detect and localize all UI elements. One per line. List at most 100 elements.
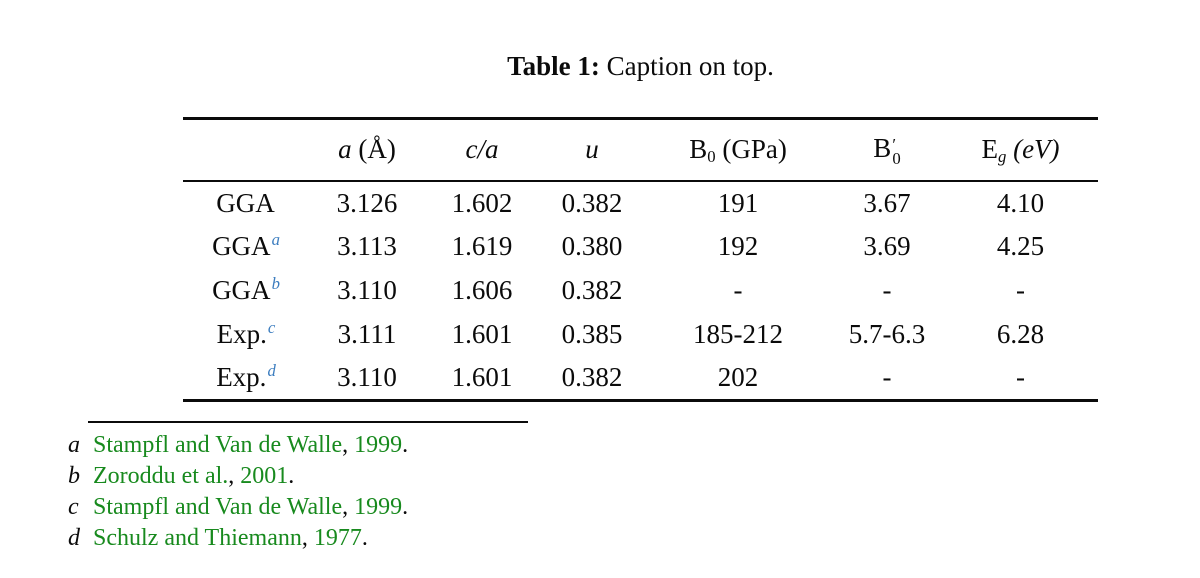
col-header-eg-subscript: g [997, 146, 1007, 166]
table-row: GGAb 3.110 1.606 0.382 - - - [183, 269, 1098, 313]
col-header-b0-prime-subscript: 0 [892, 149, 901, 169]
table-cell: 0.380 [561, 231, 623, 261]
table-cell: 5.7-6.3 [848, 319, 926, 349]
row-label: GGAa [183, 225, 309, 269]
citation-year-link[interactable]: 1977 [313, 525, 362, 551]
citation-separator: , [342, 494, 355, 520]
citation-separator: , [342, 432, 355, 458]
table-cell: 1.602 [451, 187, 513, 218]
table-cell: 3.111 [337, 319, 397, 349]
table-cell: 3.69 [863, 231, 911, 261]
table-cell: 1.606 [451, 275, 513, 305]
citation-separator: , [301, 525, 314, 551]
footnote-marker: b [68, 463, 80, 489]
table-cell: 0.382 [561, 362, 623, 393]
col-header-b0-unit: (GPa) [715, 134, 787, 165]
row-label-text: GGA [212, 231, 271, 261]
col-header-b0: B0 (GPa) [645, 119, 831, 181]
table-cell: 4.25 [996, 231, 1045, 261]
table-cell: 0.382 [561, 275, 623, 305]
table-cell: 192 [717, 231, 759, 261]
col-header-c-over-a: c/a [425, 119, 539, 181]
footnote-item: a Stampfl and Van de Walle, 1999. [68, 430, 408, 461]
footnote-marker: c [68, 494, 79, 520]
citation-link[interactable]: Zoroddu et al. [93, 463, 229, 489]
col-header-a-unit: (Å) [351, 134, 396, 165]
footnote-marker: d [68, 525, 80, 551]
footnote-marker: a [68, 432, 80, 458]
header-row: a (Å) c/a u B0 (GPa) B ′ 0 Eg (eV) [183, 119, 1098, 181]
row-label-text: GGA [216, 187, 275, 218]
citation-link[interactable]: Schulz and Thiemann [93, 525, 302, 551]
footnote-item: b Zoroddu et al., 2001. [68, 461, 408, 492]
table-cell: - [1016, 362, 1025, 393]
table-cell: 191 [717, 187, 759, 218]
citation-period: . [402, 494, 409, 520]
citation-year-link[interactable]: 1999 [354, 432, 403, 458]
row-label-text: Exp. [216, 362, 267, 393]
col-header-eg: Eg (eV) [943, 119, 1098, 181]
citation-period: . [288, 463, 295, 489]
row-label: GGAb [183, 269, 309, 313]
col-header-a-symbol: a [338, 134, 352, 165]
row-label-text: GGA [212, 275, 271, 305]
table-cell: - [882, 275, 892, 305]
table-row: Exp.c 3.111 1.601 0.385 185-212 5.7-6.3 … [183, 313, 1098, 357]
col-header-b0-prime-symbol: B [873, 133, 892, 164]
col-header-u-symbol: u [585, 134, 599, 165]
col-header-blank [183, 119, 309, 181]
table-cell: 3.110 [337, 362, 397, 393]
table-cell: 3.110 [337, 275, 397, 305]
footnote-ref-link[interactable]: d [267, 361, 276, 381]
footnote-item: c Stampfl and Van de Walle, 1999. [68, 492, 408, 523]
table-row: GGA 3.126 1.602 0.382 191 3.67 4.10 [183, 181, 1098, 225]
table-caption: Table 1: Caption on top. [183, 50, 1098, 82]
table-cell: - [1016, 275, 1025, 305]
row-label: GGA [183, 181, 309, 225]
footnotes-block: a Stampfl and Van de Walle, 1999. b Zorodd… [68, 430, 408, 554]
table-cell: - [882, 362, 892, 393]
table-row: GGAa 3.113 1.619 0.380 192 3.69 4.25 [183, 225, 1098, 269]
table-cell: 3.67 [863, 187, 911, 218]
col-header-u: u [539, 119, 645, 181]
table-header: a (Å) c/a u B0 (GPa) B ′ 0 Eg (eV) [183, 118, 1098, 181]
footnote-rule [88, 421, 528, 423]
table-cell: 1.601 [451, 362, 513, 393]
footnote-ref-link[interactable]: a [271, 230, 280, 249]
table-cell: 185-212 [693, 319, 783, 349]
col-header-b0-prime-mark: ′ [892, 134, 896, 154]
table-cell: 0.382 [561, 187, 623, 218]
table-wrapper: a (Å) c/a u B0 (GPa) B ′ 0 Eg (eV) GGA 3.1… [183, 117, 1098, 402]
footnote-ref-link[interactable]: c [267, 318, 276, 337]
citation-period: . [402, 432, 409, 458]
col-header-a: a (Å) [309, 119, 425, 181]
table-cell: 1.601 [451, 319, 513, 349]
row-label: Exp.d [183, 357, 309, 401]
table-cell: 6.28 [996, 319, 1045, 349]
col-header-eg-symbol: E [981, 134, 998, 165]
table-row: Exp.d 3.110 1.601 0.382 202 - - [183, 357, 1098, 401]
footnote-item: d Schulz and Thiemann, 1977. [68, 523, 408, 554]
col-header-b0-symbol: B [689, 134, 708, 165]
caption-text: Caption on top. [599, 51, 774, 81]
table-cell: 0.385 [561, 319, 623, 349]
citation-period: . [361, 525, 368, 551]
table-cell: 3.126 [336, 187, 398, 218]
row-label-text: Exp. [216, 319, 267, 349]
col-header-c-over-a-symbol: c/a [465, 134, 499, 165]
table-body: GGA 3.126 1.602 0.382 191 3.67 4.10 GGAa… [183, 181, 1098, 401]
table-cell: 202 [717, 362, 759, 393]
citation-year-link[interactable]: 1999 [354, 494, 403, 520]
table-cell: 3.113 [337, 231, 397, 261]
col-header-b0-subscript: 0 [707, 146, 716, 166]
citation-link[interactable]: Stampfl and Van de Walle [93, 432, 343, 458]
table-cell: - [733, 275, 743, 305]
table-cell: 4.10 [996, 187, 1045, 218]
citation-separator: , [228, 463, 241, 489]
citation-year-link[interactable]: 2001 [240, 463, 289, 489]
citation-link[interactable]: Stampfl and Van de Walle [93, 494, 343, 520]
table-cell: 1.619 [451, 231, 513, 261]
results-table: a (Å) c/a u B0 (GPa) B ′ 0 Eg (eV) GGA 3.1… [183, 117, 1098, 402]
footnote-ref-link[interactable]: b [271, 274, 280, 293]
